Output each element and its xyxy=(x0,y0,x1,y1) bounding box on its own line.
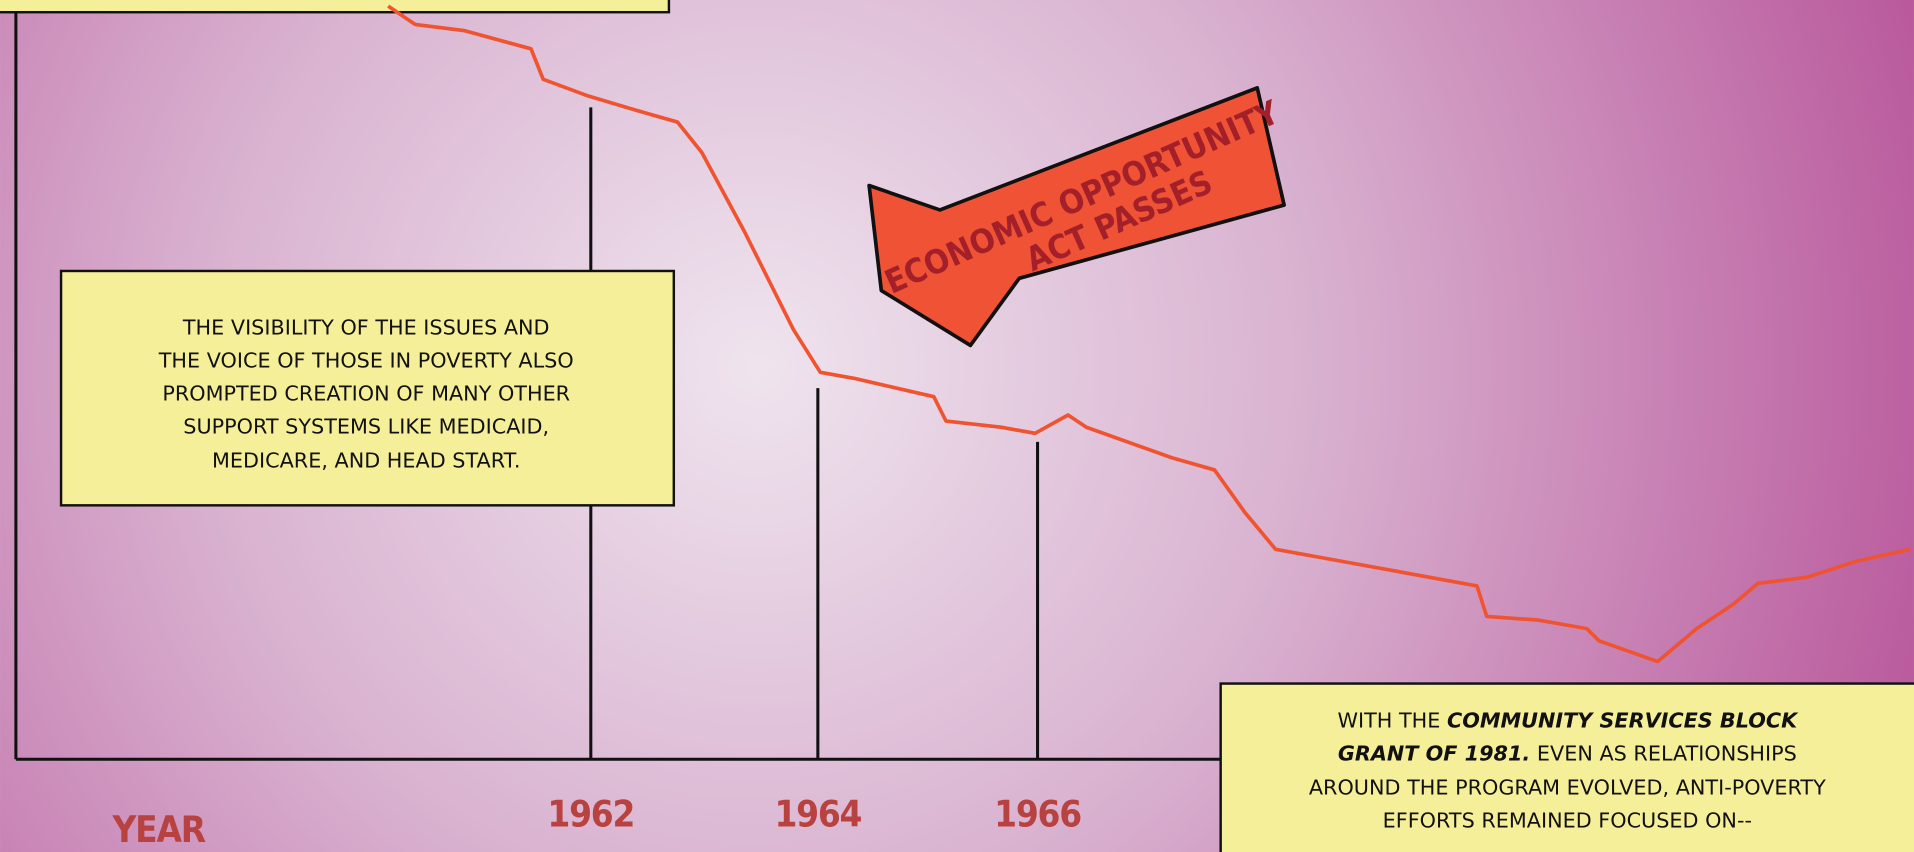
caption-text: WITH THE COMMUNITY SERVICES BLOCK xyxy=(1337,708,1799,732)
caption-text: AROUND THE PROGRAM EVOLVED, ANTI-POVERTY xyxy=(1309,776,1826,800)
axis-title: YEAR xyxy=(112,808,206,851)
caption-emphasis: GRANT OF 1981. xyxy=(1338,741,1531,765)
caption-text: MEDICARE, AND HEAD START. xyxy=(212,449,520,473)
year-label: 1962 xyxy=(547,792,634,835)
caption-text: GRANT OF 1981. EVEN AS RELATIONSHIPS xyxy=(1338,741,1797,765)
year-label: 1964 xyxy=(774,792,861,835)
caption-text: THE VOICE OF THOSE IN POVERTY ALSO xyxy=(158,348,574,372)
comic-panel: ECONOMIC OPPORTUNITY ACT PASSES THE VISI… xyxy=(0,0,1914,852)
caption-text: SUPPORT SYSTEMS LIKE MEDICAID, xyxy=(183,414,549,438)
caption-emphasis: COMMUNITY SERVICES BLOCK xyxy=(1447,708,1799,732)
caption-box-top xyxy=(0,0,669,12)
caption-text: EFFORTS REMAINED FOCUSED ON-- xyxy=(1383,809,1752,833)
caption-text: PROMPTED CREATION OF MANY OTHER xyxy=(162,381,570,405)
caption-text: THE VISIBILITY OF THE ISSUES AND xyxy=(182,315,550,339)
year-label: 1966 xyxy=(994,792,1081,835)
caption-text: EVEN AS RELATIONSHIPS xyxy=(1530,741,1796,765)
page: {"year_label": "YEAR", "year_ticks": ["1… xyxy=(0,0,1914,852)
caption-text: WITH THE xyxy=(1337,708,1447,732)
